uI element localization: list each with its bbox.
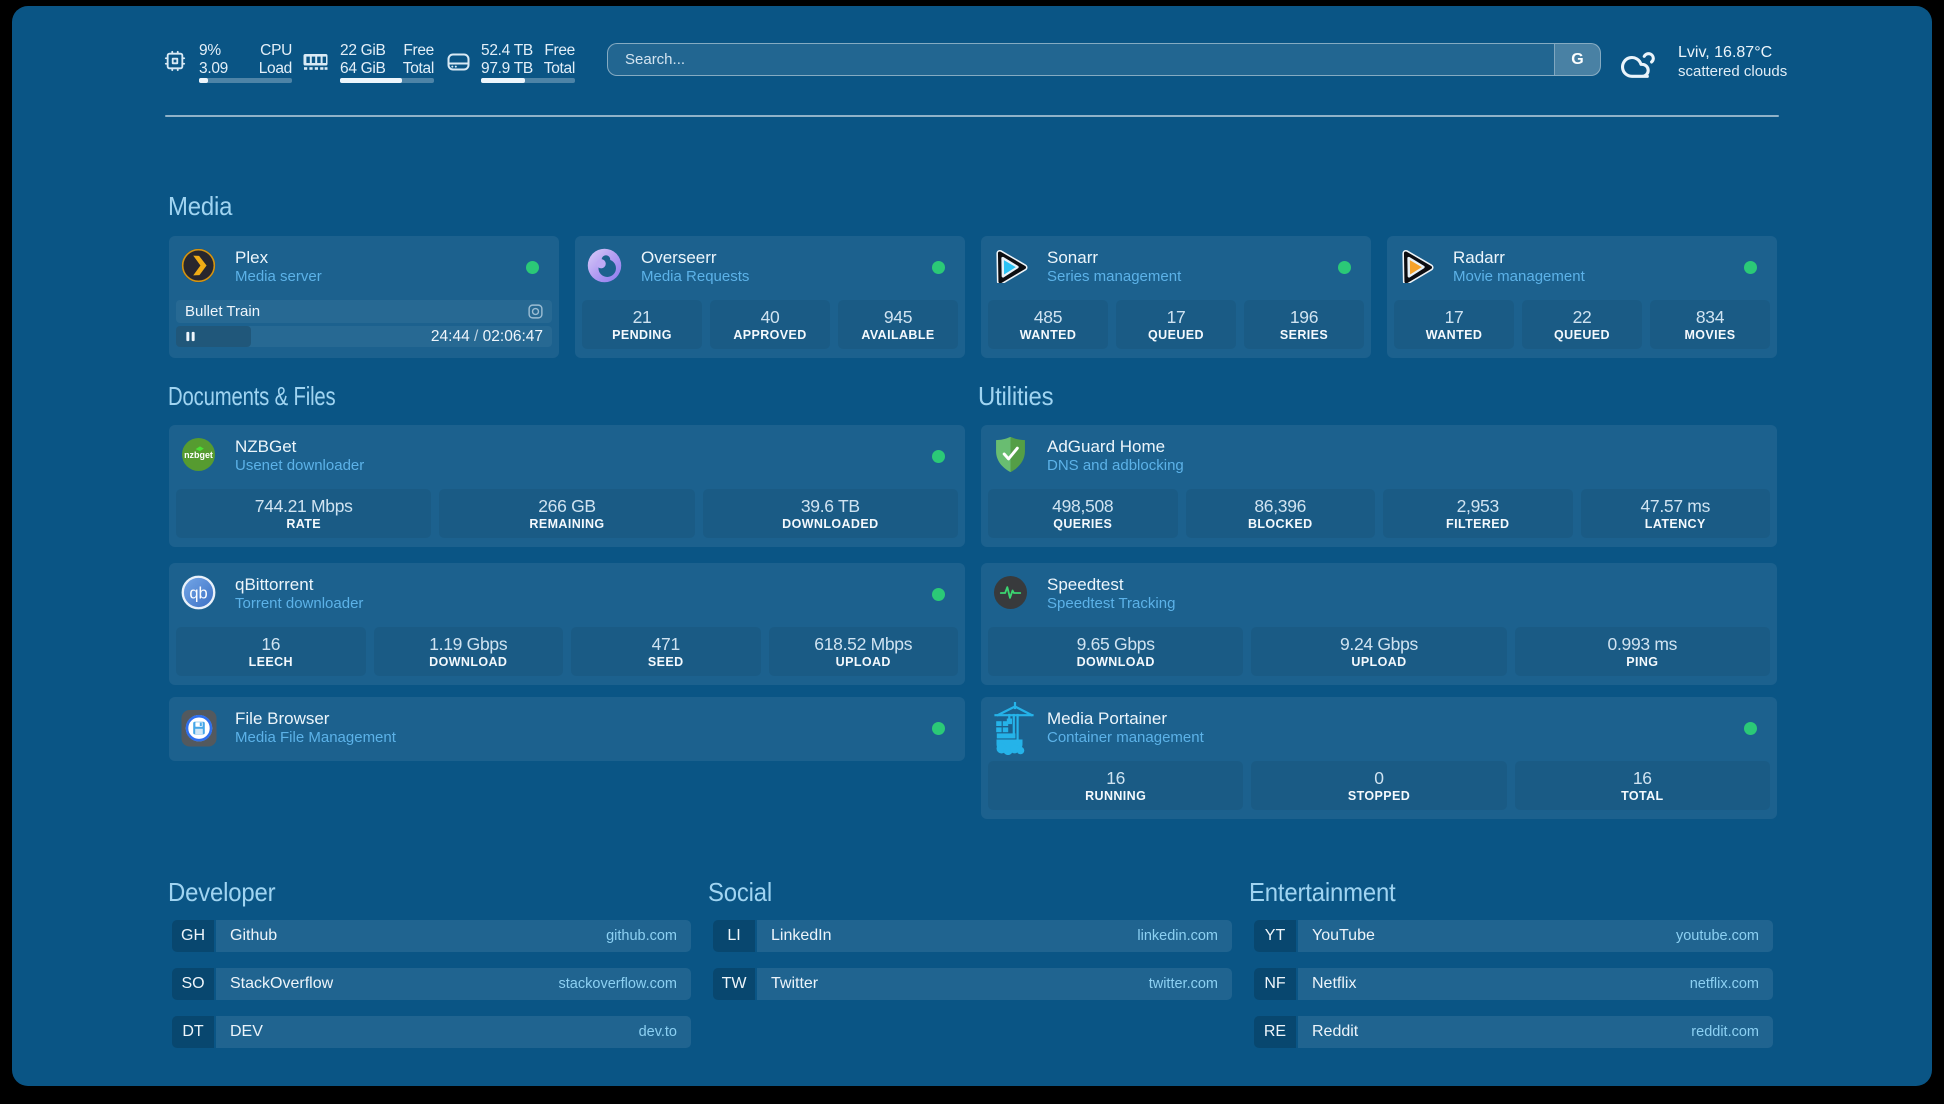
svg-text:qb: qb (189, 583, 207, 602)
svg-text:nzbget: nzbget (184, 450, 213, 460)
